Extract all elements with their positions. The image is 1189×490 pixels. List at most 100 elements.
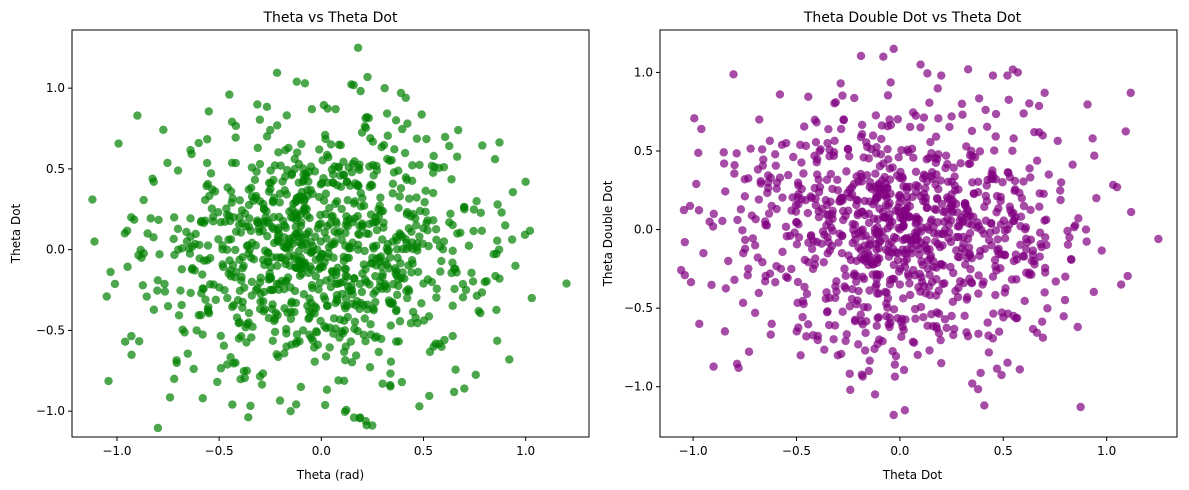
scatter-point bbox=[877, 134, 886, 144]
scatter-point bbox=[304, 177, 313, 186]
scatter-point bbox=[310, 357, 319, 366]
scatter-point bbox=[376, 252, 386, 261]
scatter-point bbox=[331, 104, 340, 114]
scatter-point bbox=[194, 310, 203, 320]
scatter-point bbox=[255, 372, 265, 381]
scatter-point bbox=[302, 211, 312, 220]
scatter-point bbox=[800, 282, 809, 292]
scatter-point bbox=[744, 347, 754, 356]
scatter-point bbox=[169, 213, 179, 222]
scatter-point bbox=[372, 161, 381, 171]
scatter-point bbox=[976, 368, 985, 378]
scatter-point bbox=[268, 336, 277, 345]
scatter-point bbox=[919, 196, 928, 206]
scatter-point bbox=[203, 241, 213, 250]
scatter-point bbox=[255, 159, 265, 169]
scatter-point bbox=[307, 105, 317, 114]
scatter-point bbox=[1053, 136, 1062, 146]
scatter-point bbox=[501, 221, 510, 230]
scatter-point bbox=[784, 170, 793, 180]
scatter-point bbox=[814, 207, 823, 216]
scatter-point bbox=[397, 377, 407, 387]
chart-title: Theta Double Dot vs Theta Dot bbox=[803, 10, 1022, 26]
scatter-point bbox=[939, 207, 948, 217]
scatter-point bbox=[477, 226, 487, 236]
scatter-point bbox=[328, 170, 338, 179]
scatter-point bbox=[277, 253, 286, 262]
scatter-point bbox=[387, 156, 396, 165]
scatter-point bbox=[273, 225, 283, 235]
scatter-point bbox=[322, 234, 331, 243]
scatter-point bbox=[732, 359, 742, 368]
scatter-point bbox=[374, 347, 383, 357]
scatter-point bbox=[234, 318, 243, 328]
scatter-point bbox=[957, 99, 967, 109]
scatter-point bbox=[371, 213, 380, 222]
x-tick-label: −0.5 bbox=[782, 444, 811, 458]
scatter-point bbox=[274, 352, 283, 362]
scatter-point bbox=[508, 187, 518, 197]
y-tick-label: −1.0 bbox=[36, 404, 65, 418]
scatter-point bbox=[228, 302, 237, 312]
scatter-point bbox=[719, 148, 728, 157]
scatter-point bbox=[923, 69, 932, 78]
scatter-point bbox=[412, 221, 421, 230]
scatter-point bbox=[894, 267, 904, 276]
scatter-point bbox=[959, 278, 969, 288]
scatter-point bbox=[822, 175, 832, 184]
scatter-point bbox=[182, 237, 192, 246]
scatter-point bbox=[489, 250, 498, 259]
scatter-point bbox=[238, 263, 247, 273]
scatter-point bbox=[201, 295, 210, 304]
scatter-point bbox=[792, 240, 802, 249]
scatter-point bbox=[284, 252, 293, 261]
scatter-point bbox=[766, 173, 775, 183]
scatter-point bbox=[984, 235, 994, 245]
scatter-point bbox=[360, 246, 369, 256]
scatter-point bbox=[1012, 313, 1022, 323]
scatter-point bbox=[273, 310, 282, 320]
scatter-point bbox=[224, 235, 233, 244]
scatter-point bbox=[939, 261, 948, 270]
scatter-point bbox=[873, 193, 882, 202]
scatter-point bbox=[347, 80, 356, 89]
scatter-point bbox=[316, 219, 325, 228]
scatter-point bbox=[851, 235, 860, 244]
scatter-point bbox=[820, 230, 829, 239]
scatter-point bbox=[362, 112, 372, 122]
scatter-point bbox=[753, 253, 762, 262]
scatter-point bbox=[824, 320, 834, 330]
scatter-point bbox=[378, 379, 387, 388]
scatter-point bbox=[994, 204, 1003, 213]
y-tick-label: 1.0 bbox=[46, 81, 65, 95]
scatter-point bbox=[401, 93, 410, 103]
scatter-point bbox=[110, 279, 120, 289]
scatter-point bbox=[870, 390, 880, 399]
scatter-point bbox=[775, 90, 785, 99]
scatter-point bbox=[963, 292, 972, 302]
scatter-point bbox=[886, 78, 895, 87]
scatter-point bbox=[472, 291, 482, 301]
scatter-point bbox=[950, 172, 959, 181]
scatter-point bbox=[881, 245, 891, 254]
scatter-point bbox=[850, 93, 859, 103]
scatter-point bbox=[458, 293, 468, 302]
scatter-point bbox=[926, 137, 935, 147]
scatter-point bbox=[791, 207, 801, 216]
scatter-point bbox=[880, 213, 889, 222]
scatter-point bbox=[435, 339, 444, 349]
scatter-point bbox=[991, 132, 1000, 141]
scatter-point bbox=[1154, 234, 1163, 244]
scatter-point bbox=[261, 212, 270, 222]
scatter-point bbox=[272, 68, 282, 78]
scatter-point bbox=[929, 222, 938, 232]
scatter-point bbox=[974, 329, 983, 338]
scatter-point bbox=[203, 179, 213, 189]
scatter-point bbox=[1032, 156, 1042, 165]
scatter-point bbox=[787, 264, 796, 274]
scatter-point bbox=[873, 289, 882, 298]
scatter-point bbox=[249, 255, 259, 264]
scatter-point bbox=[964, 219, 973, 228]
scatter-point bbox=[708, 222, 718, 231]
x-tick-label: 1.0 bbox=[1097, 444, 1116, 458]
